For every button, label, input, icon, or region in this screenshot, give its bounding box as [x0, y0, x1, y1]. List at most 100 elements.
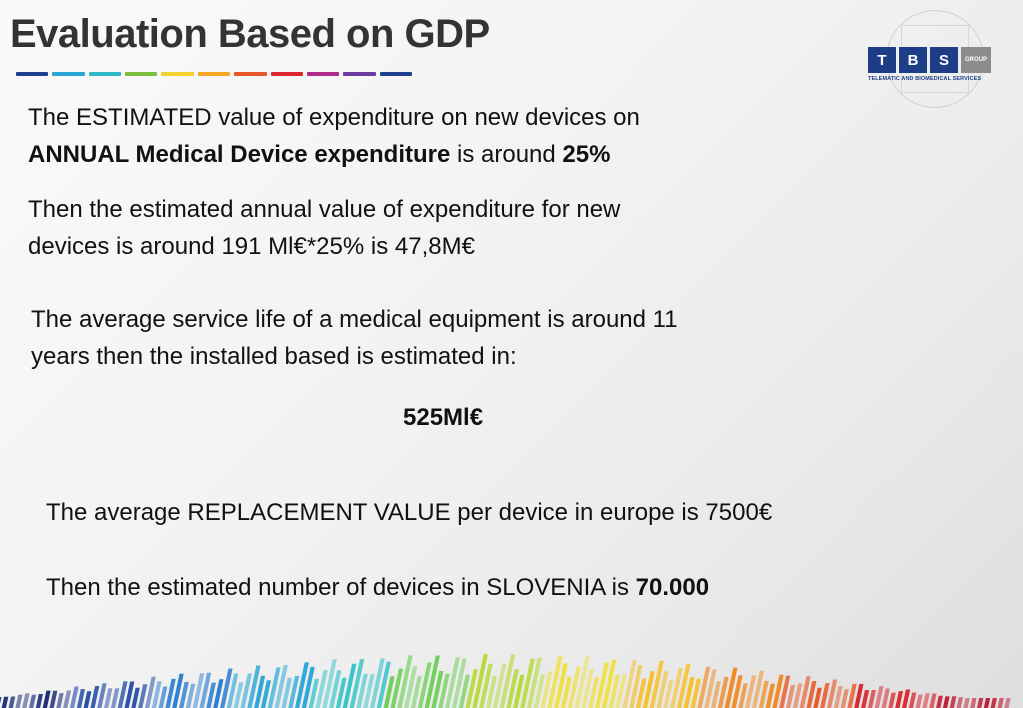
decor-bar	[785, 685, 796, 708]
decor-bar	[758, 680, 769, 708]
decor-bar	[670, 668, 683, 708]
decor-bar	[854, 683, 864, 708]
decor-bar	[520, 658, 535, 708]
decor-bar	[28, 694, 37, 708]
decor-bar	[601, 659, 617, 708]
decor-bar	[970, 698, 977, 708]
decor-bar	[540, 671, 553, 708]
decor-bar	[56, 693, 64, 708]
decor-bar	[567, 666, 581, 708]
decor-bar	[138, 684, 148, 708]
decor-bar	[710, 681, 721, 708]
underline-segment	[306, 72, 340, 76]
decor-bar	[690, 678, 702, 708]
logo-subtitle: TELEMATIC AND BIOMEDICAL SERVICES	[868, 76, 982, 82]
decor-bar	[179, 681, 189, 708]
decor-bar	[329, 670, 342, 708]
decor-bar	[840, 689, 849, 708]
decor-bar	[574, 656, 590, 708]
decor-bar	[895, 691, 904, 708]
logo-letter-t: T	[868, 47, 896, 73]
decor-bar	[642, 671, 655, 708]
decor-bar	[254, 675, 266, 708]
decor-bar	[929, 693, 937, 708]
decor-bar	[390, 668, 404, 708]
decor-bar	[97, 683, 107, 708]
decor-bar	[274, 665, 288, 708]
underline-segment	[161, 72, 194, 76]
decor-bar	[465, 669, 478, 708]
decor-bar	[724, 667, 738, 708]
p5-line: The average REPLACEMENT VALUE per device…	[46, 499, 773, 526]
decor-bar	[915, 694, 923, 708]
underline-segment	[88, 72, 122, 76]
decor-bar	[901, 689, 911, 708]
decor-bar	[124, 681, 135, 708]
decor-bar	[1, 696, 9, 708]
decor-bar	[349, 659, 365, 708]
decor-bar	[485, 676, 498, 708]
logo-letters: T B S GROUP	[868, 47, 991, 73]
decor-bar	[820, 683, 830, 708]
decor-bar	[799, 676, 811, 708]
decor-bar	[745, 675, 757, 708]
decor-bar	[417, 662, 432, 708]
decor-bar	[308, 678, 320, 708]
decor-bar	[547, 656, 563, 708]
decor-bar	[738, 683, 748, 708]
decor-bar	[704, 669, 717, 708]
decor-bar	[288, 675, 300, 708]
decor-bar	[192, 673, 205, 708]
decor-bar	[356, 673, 368, 708]
decor-bar	[0, 697, 2, 708]
underline-segment	[270, 72, 303, 76]
decor-bar	[526, 657, 542, 708]
decor-bar	[90, 686, 100, 708]
underline-segment	[343, 72, 376, 76]
decor-bar	[103, 688, 113, 708]
decor-bar	[595, 662, 609, 708]
p2-line1: Then the estimated annual value of expen…	[28, 196, 621, 223]
decor-bar	[663, 679, 674, 708]
decor-bar	[35, 694, 44, 708]
p1-bold-annual: ANNUAL Medical Device expenditure	[28, 141, 451, 168]
decor-bar	[131, 687, 140, 708]
decor-bar	[622, 660, 637, 708]
decor-bar	[506, 669, 519, 708]
decor-bar	[49, 690, 58, 708]
decor-bar	[649, 660, 664, 708]
installed-base-value: 525Ml€	[403, 404, 484, 431]
decor-bar	[383, 676, 395, 708]
decor-bar	[922, 693, 930, 708]
decor-bar	[206, 682, 216, 708]
underline-segment	[197, 72, 231, 76]
decor-bar	[861, 690, 870, 708]
decor-bar	[301, 666, 315, 708]
decor-bar	[792, 683, 803, 708]
underline-segment	[16, 72, 49, 76]
decor-bar	[369, 658, 385, 708]
decor-bar	[513, 674, 525, 708]
decor-bar	[335, 677, 347, 708]
decor-bar	[8, 696, 16, 708]
decor-bar	[451, 658, 467, 708]
decor-bar	[492, 663, 507, 708]
decor-bar	[874, 686, 884, 708]
logo-letter-s: S	[930, 47, 958, 73]
p6-text: Then the estimated number of devices in …	[46, 574, 636, 601]
decor-bar	[479, 663, 493, 708]
decor-bar	[813, 687, 822, 708]
decor-bar	[963, 698, 970, 708]
paragraph-annual-value: Then the estimated annual value of expen…	[28, 191, 620, 265]
decor-bar	[936, 695, 943, 708]
p1-line1: The ESTIMATED value of expenditure on ne…	[28, 104, 640, 131]
decor-bar	[976, 698, 984, 708]
decor-bar	[444, 657, 461, 708]
decor-bar	[185, 683, 196, 708]
decor-bar	[144, 676, 156, 708]
decor-bar	[608, 674, 620, 708]
decor-bar	[983, 698, 991, 708]
decor-bar	[806, 681, 817, 708]
decor-bar	[833, 686, 843, 708]
decor-bar	[294, 662, 309, 708]
